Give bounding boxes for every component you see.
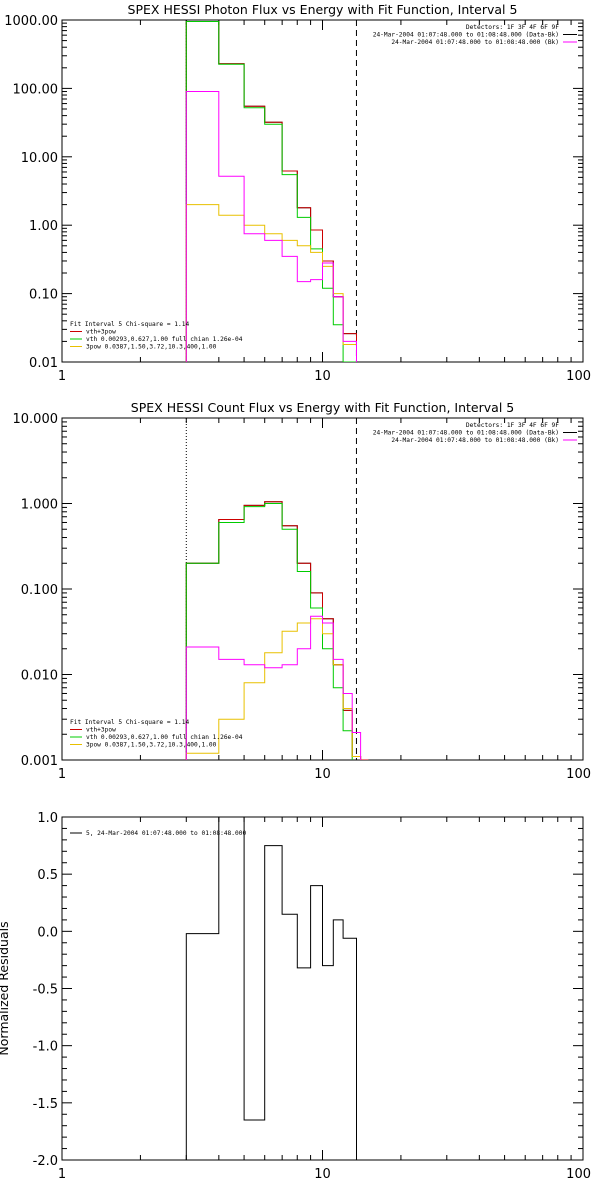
plot-frame: [61, 816, 584, 1161]
x-tick-label: 10: [314, 767, 331, 782]
chart-3: 1 10 100 -2.0 -1.5 -1.0 -0.5 0.0 0.5 1.0 Normalize…: [0, 811, 591, 1182]
x-tick-label: 100: [566, 1167, 591, 1182]
series-line-5: [185, 91, 357, 362]
legend-entry: Fit Interval 5 Chi-square = 1.14: [70, 321, 189, 328]
y-tick-label: 1000.00: [4, 14, 58, 29]
y-tick-label: -1.5: [33, 1097, 58, 1112]
legend-entry: Detectors: 1F 3F 4F 6F 9F: [466, 422, 559, 429]
legend-entry: vth+3pow: [86, 727, 116, 734]
y-axis: 0.01 0.10 1.00 10.00 100.00 1000.00: [4, 14, 583, 371]
legend-entry: 3pow 0.0387,1.50,3.72,10.3,400,1.00: [86, 344, 217, 351]
x-tick-label: 100: [566, 767, 591, 782]
y-tick-label: 1.0: [37, 811, 58, 826]
x-tick-label: 10: [314, 369, 331, 384]
y-tick-label: 100.00: [13, 82, 59, 97]
chart-1: SPEX HESSI Photon Flux vs Energy with Fi…: [4, 2, 591, 384]
legend-entry: 24-Mar-2004 01:07:48.000 to 01:08:48.000…: [373, 32, 559, 39]
x-tick-label: 100: [566, 369, 591, 384]
y-tick-label: -1.0: [33, 1040, 58, 1055]
y-tick-label: 10.00: [21, 151, 58, 166]
series-line-2: [185, 501, 369, 760]
legend-left: Fit Interval 5 Chi-square = 1.14vth+3pow…: [70, 321, 243, 351]
y-tick-label: 0.0: [37, 925, 58, 940]
x-axis: 1 10 100: [58, 20, 591, 384]
series-line-1: [185, 501, 362, 760]
legend-entry: vth 0.00293,0.627,1.00 full chian 1.26e-…: [86, 734, 243, 741]
plot-frame: [61, 19, 584, 363]
series-line-3: [185, 503, 353, 760]
y-tick-label: 1.000: [21, 498, 58, 513]
legend-entry: 24-Mar-2004 01:07:48.000 to 01:08:48.000…: [373, 430, 559, 437]
legend-entry: Detectors: 1F 3F 4F 6F 9F: [466, 24, 559, 31]
plot-frame: [61, 417, 584, 761]
legend-entry: vth+3pow: [86, 329, 116, 336]
series-group: [185, 501, 369, 760]
y-tick-label: 0.100: [21, 583, 58, 598]
legend-left: 5, 24-Mar-2004 01:07:48.000 to 01:08:48.…: [70, 830, 246, 837]
x-tick-label: 1: [58, 767, 66, 782]
series-line-1: [185, 21, 357, 362]
series-line-5: [185, 615, 362, 760]
legend-entry: 24-Mar-2004 01:07:48.000 to 01:08:48.000…: [391, 39, 559, 46]
x-axis: 1 10 100: [58, 418, 591, 782]
y-axis-label: Normalized Residuals: [0, 921, 11, 1055]
chart-title: SPEX HESSI Photon Flux vs Energy with Fi…: [128, 2, 518, 17]
y-tick-label: 0.01: [29, 356, 58, 371]
y-tick-label: 10.000: [13, 412, 59, 427]
y-tick-label: -0.5: [33, 983, 58, 998]
y-tick-label: 0.5: [37, 868, 58, 883]
legend-entry: vth 0.00293,0.627,1.00 full chian 1.26e-…: [86, 336, 243, 343]
series-line-4: [185, 618, 362, 760]
y-tick-label: 1.00: [29, 219, 58, 234]
series-line-4: [185, 204, 357, 362]
legend-entry: 24-Mar-2004 01:07:48.000 to 01:08:48.000…: [391, 437, 559, 444]
x-tick-label: 1: [58, 1167, 66, 1182]
chart-title: SPEX HESSI Count Flux vs Energy with Fit…: [131, 400, 514, 415]
chart-2: SPEX HESSI Count Flux vs Energy with Fit…: [13, 400, 592, 782]
legend-entry: 3pow 0.0387,1.50,3.72,10.3,400,1.00: [86, 742, 217, 749]
y-axis: -2.0 -1.5 -1.0 -0.5 0.0 0.5 1.0: [33, 811, 583, 1169]
series-group: [185, 21, 357, 362]
y-tick-label: 0.001: [21, 754, 58, 769]
y-tick-label: -2.0: [33, 1154, 58, 1169]
y-tick-label: 0.10: [29, 288, 58, 303]
series-line-1: [185, 817, 357, 1160]
series-line-3: [185, 21, 357, 362]
y-axis: 0.001 0.010 0.100 1.000 10.000: [13, 412, 583, 769]
legend-left: Fit Interval 5 Chi-square = 1.14vth+3pow…: [70, 719, 243, 749]
legend-entry: 5, 24-Mar-2004 01:07:48.000 to 01:08:48.…: [86, 830, 246, 837]
series-line-2: [185, 21, 357, 362]
x-tick-label: 10: [314, 1167, 331, 1182]
x-axis: 1 10 100: [58, 817, 591, 1182]
series-group: [185, 817, 357, 1160]
x-tick-label: 1: [58, 369, 66, 384]
legend-entry: Fit Interval 5 Chi-square = 1.14: [70, 719, 189, 726]
y-tick-label: 0.010: [21, 669, 58, 684]
